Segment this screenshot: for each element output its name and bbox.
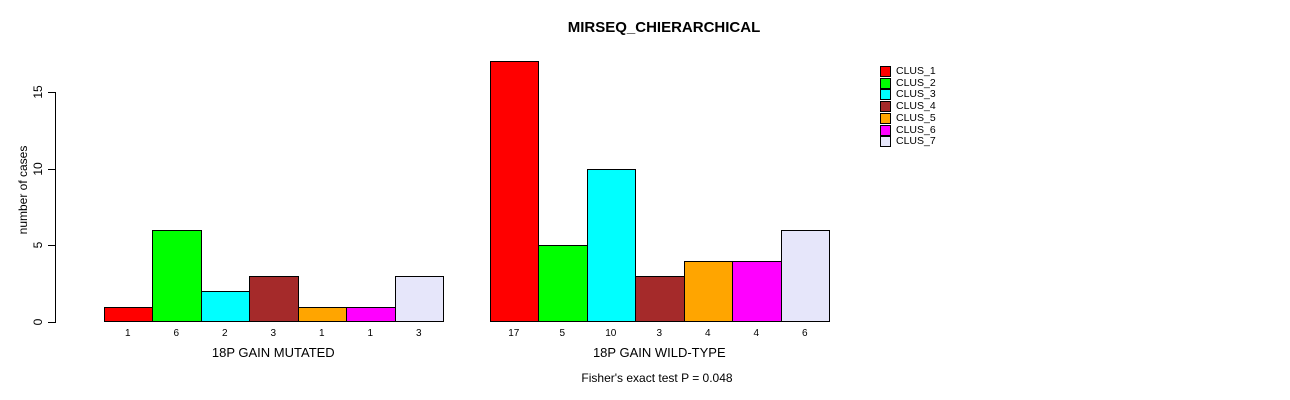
bar <box>732 260 782 322</box>
bar <box>249 276 299 322</box>
bar-value-label: 4 <box>705 328 711 339</box>
bar <box>394 276 444 322</box>
legend-swatch <box>880 101 891 113</box>
bar <box>635 276 685 322</box>
bar-value-label: 5 <box>559 328 566 339</box>
bar-value-label: 17 <box>508 328 520 339</box>
bar-value-label: 4 <box>753 328 760 339</box>
bar-value-label: 3 <box>656 328 663 339</box>
y-axis-line <box>55 92 56 323</box>
bar <box>586 168 636 322</box>
fisher-test-annotation: Fisher's exact test P = 0.048 <box>581 371 733 385</box>
legend-label: CLUS_2 <box>896 76 936 89</box>
bar-value-label: 2 <box>222 328 228 339</box>
legend-swatch <box>880 112 891 124</box>
bar <box>538 245 588 322</box>
legend-swatch <box>880 89 891 101</box>
bar <box>297 306 347 322</box>
legend-swatch <box>880 66 891 77</box>
legend-swatch <box>880 136 891 148</box>
bar-value-label: 3 <box>416 328 422 339</box>
bar <box>346 306 396 322</box>
y-tick-label: 0 <box>31 318 45 326</box>
bar <box>489 61 539 322</box>
bar <box>780 230 830 322</box>
bar-value-label: 1 <box>125 328 131 339</box>
y-tick <box>48 168 55 170</box>
legend-swatch <box>880 77 891 89</box>
legend-label: CLUS_3 <box>896 88 936 101</box>
legend-label: CLUS_6 <box>896 123 936 136</box>
legend-label: CLUS_4 <box>896 100 936 113</box>
bar <box>103 306 153 322</box>
legend-label: CLUS_7 <box>896 135 936 148</box>
chart-title: MIRSEQ_CHIERARCHICAL <box>567 19 761 36</box>
bar-value-label: 6 <box>173 328 180 339</box>
x-group-label: 18P GAIN WILD-TYPE <box>592 345 726 360</box>
bar <box>152 230 202 322</box>
legend-label: CLUS_1 <box>896 65 936 77</box>
legend-label: CLUS_5 <box>896 111 936 124</box>
bar-value-label: 1 <box>319 328 325 339</box>
bar-value-label: 10 <box>605 328 617 339</box>
y-tick <box>48 322 55 323</box>
x-group-label: 18P GAIN MUTATED <box>211 345 335 360</box>
y-tick-label: 10 <box>31 162 45 176</box>
y-tick <box>48 92 55 94</box>
y-tick-label: 15 <box>31 85 45 99</box>
bar-value-label: 1 <box>367 328 374 339</box>
legend-swatch <box>880 124 891 136</box>
y-axis-label: number of cases <box>16 145 30 235</box>
bar-value-label: 6 <box>802 328 808 339</box>
bar-value-label: 3 <box>270 328 277 339</box>
y-tick-label: 5 <box>31 241 45 249</box>
bar <box>683 260 733 322</box>
y-tick <box>48 245 55 247</box>
bar <box>200 291 250 322</box>
